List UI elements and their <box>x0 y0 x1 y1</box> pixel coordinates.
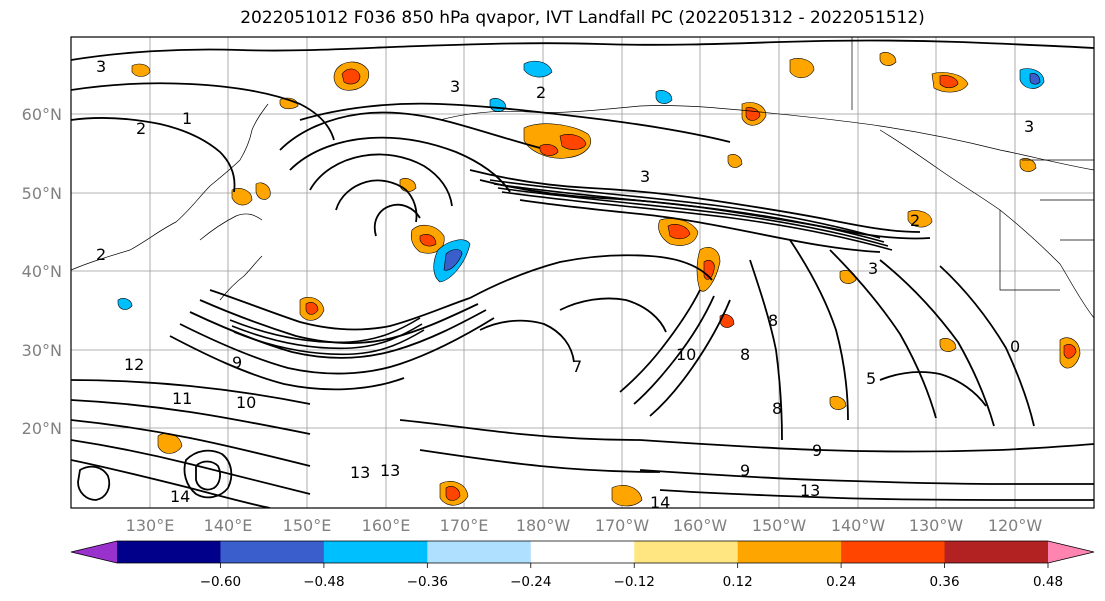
contour-label: 13 <box>380 461 400 480</box>
lon-label: 170°W <box>595 516 650 535</box>
contour-label: 12 <box>124 355 144 374</box>
colorbar-tick-label: 0.12 <box>723 574 753 590</box>
contour-label: 8 <box>772 399 782 418</box>
colorbar-segment <box>117 541 221 563</box>
lon-label: 170°E <box>440 516 489 535</box>
contour-label: 8 <box>740 345 750 364</box>
colorbar-segment <box>530 541 635 563</box>
contours <box>71 39 1094 508</box>
lon-label: 130°W <box>909 516 964 535</box>
map-border <box>70 36 1095 509</box>
contour-label: 3 <box>868 259 878 278</box>
colorbar-tick-label: 0.24 <box>826 574 856 590</box>
colorbar-segment <box>220 541 325 563</box>
contour-label: 9 <box>232 353 242 372</box>
contour-label: 13 <box>350 463 370 482</box>
lat-label-40n: 40°N <box>22 262 62 281</box>
map-title: 2022051012 F036 850 hPa qvapor, IVT Land… <box>240 8 925 28</box>
colorbar: −0.60 −0.48 −0.36 −0.24 −0.12 0.12 0.24 0.36 0.4… <box>70 540 1095 590</box>
colorbar-segment <box>323 541 428 563</box>
colorbar-segment <box>737 541 842 563</box>
colorbar-segment <box>634 541 739 563</box>
contour-label: 7 <box>572 357 582 376</box>
contour-label: 2 <box>96 245 106 264</box>
contour-label: 2 <box>910 211 920 230</box>
colorbar-tick-label: −0.12 <box>614 574 655 590</box>
contour-label: 10 <box>676 345 696 364</box>
colorbar-right-extend <box>1048 541 1094 563</box>
colorbar-tick-label: −0.24 <box>510 574 551 590</box>
colorbar-segment <box>944 541 1049 563</box>
contour-label: 9 <box>812 441 822 460</box>
jet-contours <box>229 179 893 356</box>
lon-label: 180°W <box>516 516 571 535</box>
lon-label: 130°E <box>126 516 175 535</box>
contour-label: 0 <box>1010 337 1020 356</box>
lon-label: 150°E <box>283 516 332 535</box>
lat-label-30n: 30°N <box>22 341 62 360</box>
latitude-labels: 60°N 50°N 40°N 30°N 20°N <box>22 105 62 438</box>
lon-label: 160°W <box>673 516 728 535</box>
lat-label-50n: 50°N <box>22 184 62 203</box>
colorbar-tick-label: 0.48 <box>1033 574 1063 590</box>
colorbar-segment <box>427 541 532 563</box>
contour-label: 3 <box>1024 117 1034 136</box>
contour-label: 3 <box>450 77 460 96</box>
lon-label: 140°E <box>204 516 253 535</box>
lat-label-60n: 60°N <box>22 105 62 124</box>
lon-label: 160°E <box>362 516 411 535</box>
contour-label: 5 <box>866 369 876 388</box>
colorbar-tick-label: 0.36 <box>930 574 960 590</box>
colorbar-tick-label: −0.36 <box>407 574 448 590</box>
contour-label: 8 <box>768 311 778 330</box>
contour-label: 2 <box>136 119 146 138</box>
colorbar-segment <box>841 541 946 563</box>
lon-label: 120°W <box>988 516 1043 535</box>
colorbar-outline <box>70 540 1095 564</box>
colorbar-tick-label: −0.60 <box>200 574 241 590</box>
map-background <box>71 37 1094 508</box>
lon-label: 150°W <box>752 516 807 535</box>
anomaly-fills <box>117 52 1081 507</box>
contour-label: 3 <box>640 167 650 186</box>
contour-label: 14 <box>650 493 670 512</box>
lat-label-20n: 20°N <box>22 419 62 438</box>
contour-label: 11 <box>172 389 192 408</box>
contour-labels: 3 2 1 3 2 3 2 3 2 3 9 10 11 12 13 13 14 … <box>96 57 1034 512</box>
contour-label: 14 <box>170 487 190 506</box>
contour-label: 1 <box>182 109 192 128</box>
colorbar-left-extend <box>71 541 117 563</box>
colorbar-tick-label: −0.48 <box>303 574 344 590</box>
contour-label: 2 <box>536 83 546 102</box>
contour-label: 10 <box>236 393 256 412</box>
longitude-labels: 130°E 140°E 150°E 160°E 170°E 180°W 170°… <box>126 516 1043 535</box>
contour-label: 3 <box>96 57 106 76</box>
contour-label: 9 <box>740 461 750 480</box>
lon-label: 140°W <box>831 516 886 535</box>
contour-label: 13 <box>800 481 820 500</box>
gridlines <box>71 37 1094 508</box>
